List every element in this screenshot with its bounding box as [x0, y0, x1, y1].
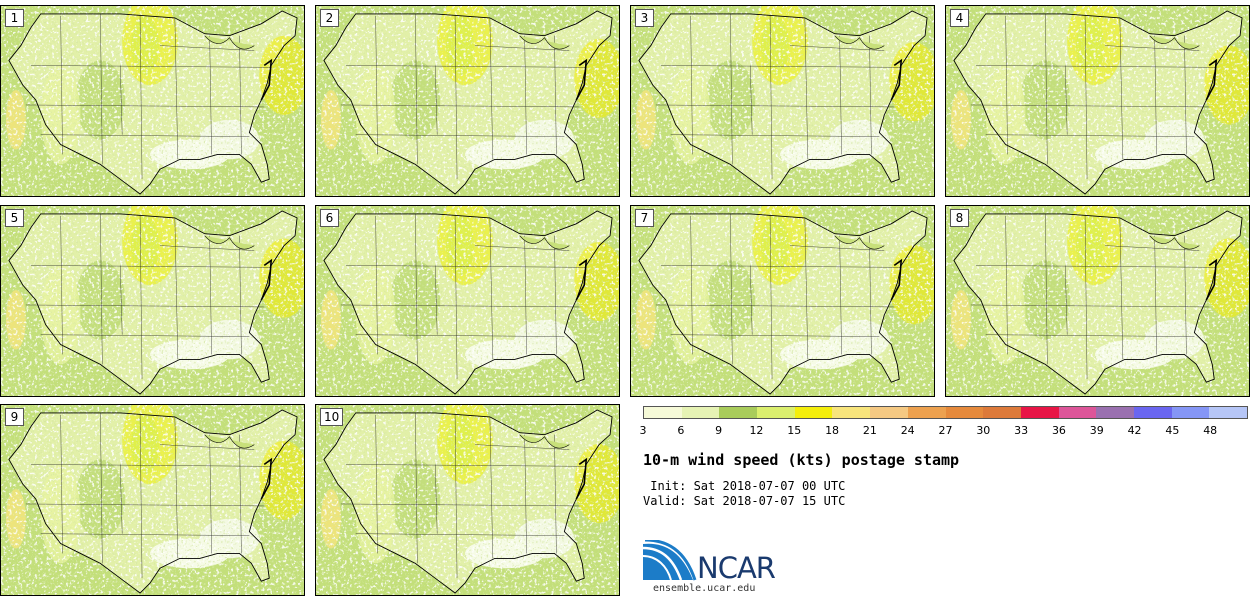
- colorbar-tick-label: 27: [938, 424, 953, 437]
- member-number-label: 3: [635, 9, 654, 27]
- ensemble-member-map: 10: [315, 404, 620, 596]
- figure-title: 10-m wind speed (kts) postage stamp: [643, 451, 960, 469]
- site-url: ensemble.ucar.edu: [653, 583, 756, 594]
- member-number-label: 1: [5, 9, 24, 27]
- ensemble-member-map: 7: [630, 205, 935, 397]
- wind-speed-map-icon: [1, 405, 304, 595]
- colorbar-segment: [832, 407, 871, 418]
- member-number-label: 2: [320, 9, 339, 27]
- colorbar-segment: [1058, 407, 1097, 418]
- ensemble-member-map: 1: [0, 5, 305, 197]
- colorbar-tick-label: 33: [1014, 424, 1029, 437]
- ensemble-member-map: 9: [0, 404, 305, 596]
- member-number-label: 6: [320, 209, 339, 227]
- colorbar-tick-label: 21: [862, 424, 877, 437]
- colorbar-tick-label: 15: [787, 424, 802, 437]
- colorbar-tick-label: 6: [677, 424, 685, 437]
- colorbar-tick-labels: 3 6 9 12 15 18 21 24 27 30 33 36 39 42 45 48: [639, 424, 1248, 438]
- wind-speed-colorbar: [643, 406, 1248, 419]
- ensemble-member-map: 5: [0, 205, 305, 397]
- colorbar-tick-label: 48: [1203, 424, 1218, 437]
- ensemble-member-map: 2: [315, 5, 620, 197]
- colorbar-segment: [1171, 407, 1210, 418]
- ensemble-member-map: 8: [945, 205, 1250, 397]
- colorbar-tick-label: 12: [749, 424, 764, 437]
- wind-speed-map-icon: [946, 206, 1249, 396]
- ncar-logo-icon: [643, 540, 697, 581]
- wind-speed-map-icon: [1, 6, 304, 196]
- member-number-label: 7: [635, 209, 654, 227]
- wind-speed-map-icon: [631, 6, 934, 196]
- wind-speed-map-icon: [316, 6, 619, 196]
- colorbar-segment: [983, 407, 1021, 418]
- colorbar-segment: [945, 407, 984, 418]
- init-time: Init: Sat 2018-07-07 00 UTC: [643, 479, 846, 493]
- wind-speed-map-icon: [631, 206, 934, 396]
- colorbar-tick-label: 42: [1127, 424, 1142, 437]
- colorbar-tick-label: 18: [825, 424, 840, 437]
- colorbar-segment: [1209, 407, 1247, 418]
- ncar-logo-text: NCAR: [697, 551, 776, 585]
- colorbar-segment: [870, 407, 908, 418]
- wind-speed-map-icon: [316, 405, 619, 595]
- valid-time: Valid: Sat 2018-07-07 15 UTC: [643, 494, 846, 508]
- colorbar-tick-label: 9: [715, 424, 723, 437]
- member-number-label: 8: [950, 209, 969, 227]
- colorbar-segment: [794, 407, 833, 418]
- member-number-label: 9: [5, 408, 24, 426]
- ensemble-member-map: 3: [630, 5, 935, 197]
- colorbar-segment: [907, 407, 946, 418]
- wind-speed-map-icon: [316, 206, 619, 396]
- colorbar-segment: [644, 407, 682, 418]
- member-number-label: 5: [5, 209, 24, 227]
- colorbar-tick-label: 3: [639, 424, 647, 437]
- colorbar-tick-label: 45: [1165, 424, 1180, 437]
- wind-speed-map-icon: [946, 6, 1249, 196]
- ensemble-member-map: 4: [945, 5, 1250, 197]
- colorbar-tick-label: 30: [976, 424, 991, 437]
- colorbar-segment: [757, 407, 795, 418]
- colorbar-tick-label: 39: [1089, 424, 1104, 437]
- colorbar-segment: [719, 407, 758, 418]
- wind-speed-map-icon: [1, 206, 304, 396]
- member-number-label: 10: [320, 408, 344, 426]
- member-number-label: 4: [950, 9, 969, 27]
- colorbar-segment: [681, 407, 720, 418]
- colorbar-tick-label: 36: [1051, 424, 1066, 437]
- colorbar-segment: [1096, 407, 1134, 418]
- colorbar-tick-label: 24: [900, 424, 915, 437]
- ensemble-member-map: 6: [315, 205, 620, 397]
- colorbar-segment: [1133, 407, 1172, 418]
- colorbar-segment: [1020, 407, 1059, 418]
